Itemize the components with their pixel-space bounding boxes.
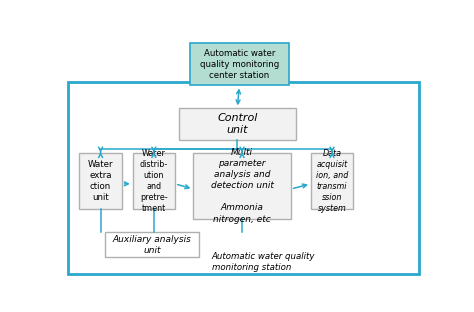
Text: Data
acquisit
ion, and
transmi
ssion
system: Data acquisit ion, and transmi ssion sys… [316,149,348,213]
Text: Control
unit: Control unit [217,113,257,135]
FancyBboxPatch shape [179,108,296,139]
Text: Auxiliary analysis
unit: Auxiliary analysis unit [112,235,191,255]
Text: Multi
parameter
analysis and
detection unit

Ammonia
nitrogen, etc: Multi parameter analysis and detection u… [210,148,273,224]
FancyBboxPatch shape [190,43,289,85]
FancyBboxPatch shape [311,153,353,209]
FancyBboxPatch shape [80,153,122,209]
Text: Water
extra
ction
unit: Water extra ction unit [88,160,113,202]
FancyBboxPatch shape [193,153,291,219]
Text: Automatic water quality
monitoring station: Automatic water quality monitoring stati… [212,252,315,272]
Text: Automatic water
quality monitoring
center station: Automatic water quality monitoring cente… [200,49,279,80]
Text: Water
distrib-
ution
and
pretre-
tment: Water distrib- ution and pretre- tment [140,149,168,213]
FancyBboxPatch shape [133,153,175,209]
FancyBboxPatch shape [105,232,199,257]
